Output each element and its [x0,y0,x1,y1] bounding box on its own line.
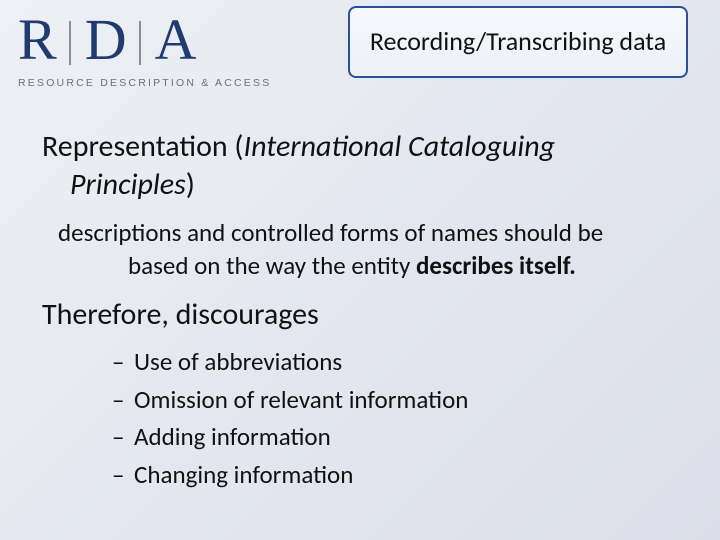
rda-letter-a: A [155,6,195,73]
list-item: –Changing information [112,456,678,494]
rda-separator-icon [69,21,71,65]
bullet-list: –Use of abbreviations –Omission of relev… [42,343,678,493]
rda-logo-letters: R D A [18,6,318,73]
bullet-dash-icon: – [112,456,134,494]
bullet-dash-icon: – [112,418,134,456]
list-item: –Adding information [112,418,678,456]
rda-letter-d: D [85,6,125,73]
description-line2-plain: based on the way the entity [128,250,416,281]
therefore-heading: Therefore, discourages [42,296,678,333]
bullet-text: Use of abbreviations [134,346,342,377]
heading-italic: International Cataloguing [244,128,556,165]
bullet-text: Omission of relevant information [134,384,468,415]
header: R D A RESOURCE DESCRIPTION & ACCESS Reco… [0,0,720,100]
description-line2-bold: describes itself. [416,250,576,281]
bullet-text: Adding information [134,421,331,452]
bullet-dash-icon: – [112,343,134,381]
heading-prefix: Representation ( [42,128,244,165]
slide-title-box: Recording/Transcribing data [348,6,688,78]
bullet-dash-icon: – [112,381,134,419]
heading-suffix: ) [186,166,195,203]
representation-heading: Representation (International Cataloguin… [42,128,678,203]
list-item: –Use of abbreviations [112,343,678,381]
heading-italic-cont: Principles [70,166,186,203]
rda-separator-icon [139,21,141,65]
rda-letter-r: R [18,6,55,73]
rda-logo: R D A RESOURCE DESCRIPTION & ACCESS [18,6,318,89]
description-line1: descriptions and controlled forms of nam… [58,217,603,248]
rda-tagline: RESOURCE DESCRIPTION & ACCESS [18,77,318,89]
bullet-text: Changing information [134,459,353,490]
slide-title-text: Recording/Transcribing data [370,27,666,57]
list-item: –Omission of relevant information [112,381,678,419]
slide-body: Representation (International Cataloguin… [0,100,720,493]
description-text: descriptions and controlled forms of nam… [42,217,678,282]
